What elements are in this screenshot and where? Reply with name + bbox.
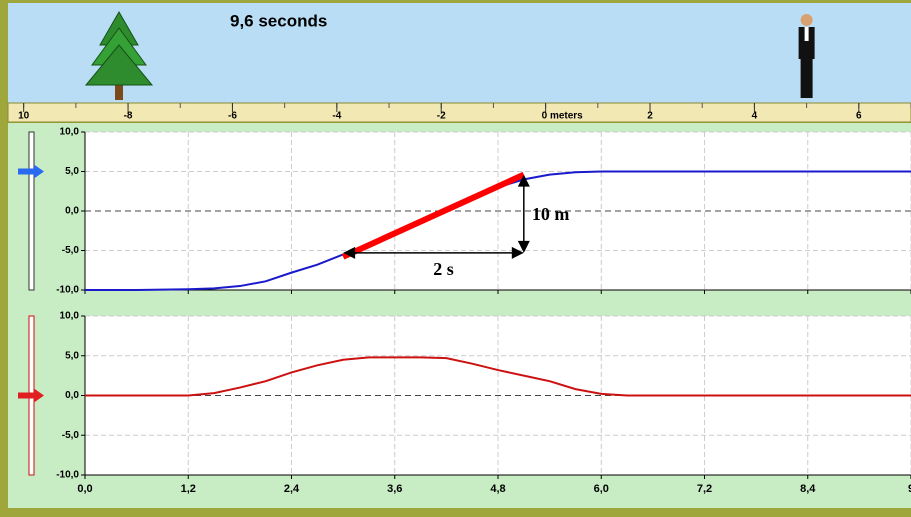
x-tick-label: 7,2 [697, 483, 712, 495]
y-tick-label: 10,0 [60, 127, 80, 138]
y-tick-label: 5,0 [65, 166, 79, 177]
rise-label: 10 m [532, 204, 570, 224]
man-head [801, 14, 813, 26]
man-legs [801, 58, 813, 98]
x-tick-label: 4,8 [490, 483, 505, 495]
x-tick-label: 2,4 [284, 483, 300, 495]
x-tick-label: 0,0 [77, 483, 92, 495]
ruler-label: 4 [752, 111, 758, 122]
y-tick-label: 0,0 [65, 390, 79, 401]
y-tick-label: -10,0 [56, 285, 79, 296]
ruler-label: -8 [124, 111, 133, 122]
y-tick-label: 10,0 [60, 311, 80, 322]
ruler-label: 10 [18, 111, 30, 122]
slider-track [29, 132, 34, 290]
y-tick-label: -5,0 [62, 430, 80, 441]
man-shirt [805, 27, 809, 41]
x-tick-label: 3,6 [387, 483, 402, 495]
ruler [8, 103, 911, 122]
page: {"header":{"time":"9,6 seconds"}, "ruler… [0, 0, 911, 517]
app: 9,6 seconds 10 -8 -6 -4 -2 0 meters 2 4 6 -10,0 -5… [0, 0, 911, 517]
x-tick-label: 1,2 [181, 483, 196, 495]
ruler-label: 2 [647, 111, 653, 122]
y-tick-label: -10,0 [56, 470, 79, 481]
ruler-label: -2 [437, 111, 446, 122]
run-label: 2 s [433, 259, 454, 279]
ruler-label: 6 [856, 111, 862, 122]
y-tick-label: 5,0 [65, 350, 79, 361]
sky [8, 3, 911, 103]
x-tick-label: 6,0 [594, 483, 609, 495]
x-tick-label: 8,4 [800, 483, 816, 495]
ruler-label: -4 [332, 111, 341, 122]
y-tick-label: 0,0 [65, 206, 79, 217]
ruler-label: 0 meters [542, 111, 584, 122]
time-label: 9,6 seconds [230, 11, 327, 30]
ruler-label: -6 [228, 111, 237, 122]
y-tick-label: -5,0 [62, 245, 80, 256]
